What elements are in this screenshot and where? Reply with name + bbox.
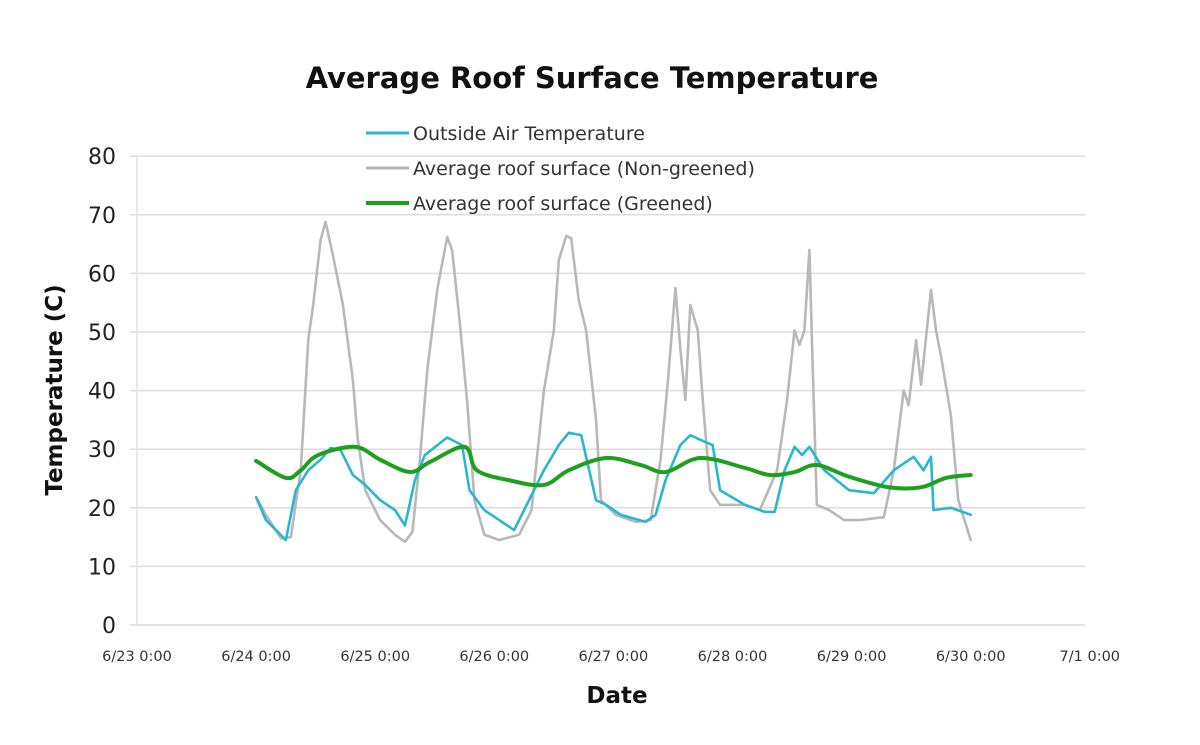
y-axis-ticks: 0 10 20 30 40 50 60 70 80 <box>88 145 116 639</box>
x-axis-title: Date <box>586 683 647 709</box>
series-line-2 <box>254 444 973 491</box>
series-lines <box>254 220 973 544</box>
x-tick-label: 6/29 0:00 <box>817 649 887 665</box>
x-tick-label: 6/26 0:00 <box>459 649 529 665</box>
y-tick-label: 70 <box>88 204 116 229</box>
y-tick-label: 10 <box>88 555 116 580</box>
legend: Outside Air Temperature Average roof surf… <box>366 123 755 215</box>
gridlines <box>130 155 1085 626</box>
x-tick-label: 6/25 0:00 <box>340 649 410 665</box>
x-tick-label: 6/27 0:00 <box>579 649 649 665</box>
x-tick-label: 7/1 0:00 <box>1060 649 1121 665</box>
x-tick-label: 6/24 0:00 <box>221 649 291 665</box>
legend-label: Outside Air Temperature <box>413 123 645 145</box>
series-line-0 <box>254 431 972 542</box>
x-axis-ticks: 6/23 0:00 6/24 0:00 6/25 0:00 6/26 0:00 6/27… <box>102 649 1120 665</box>
y-tick-label: 50 <box>88 321 116 346</box>
chart-title: Average Roof Surface Temperature <box>306 61 879 95</box>
legend-label: Average roof surface (Non-greened) <box>413 158 755 180</box>
y-tick-label: 0 <box>102 614 116 639</box>
x-tick-label: 6/30 0:00 <box>936 649 1006 665</box>
y-tick-label: 40 <box>88 380 116 405</box>
legend-label: Average roof surface (Greened) <box>413 193 713 215</box>
y-tick-label: 60 <box>88 262 116 287</box>
y-tick-label: 80 <box>88 145 116 170</box>
x-tick-label: 6/23 0:00 <box>102 649 172 665</box>
y-tick-label: 30 <box>88 438 116 463</box>
series-line-1 <box>254 220 972 544</box>
x-tick-label: 6/28 0:00 <box>698 649 768 665</box>
y-tick-label: 20 <box>88 497 116 522</box>
y-axis-title: Temperature (C) <box>42 284 68 495</box>
